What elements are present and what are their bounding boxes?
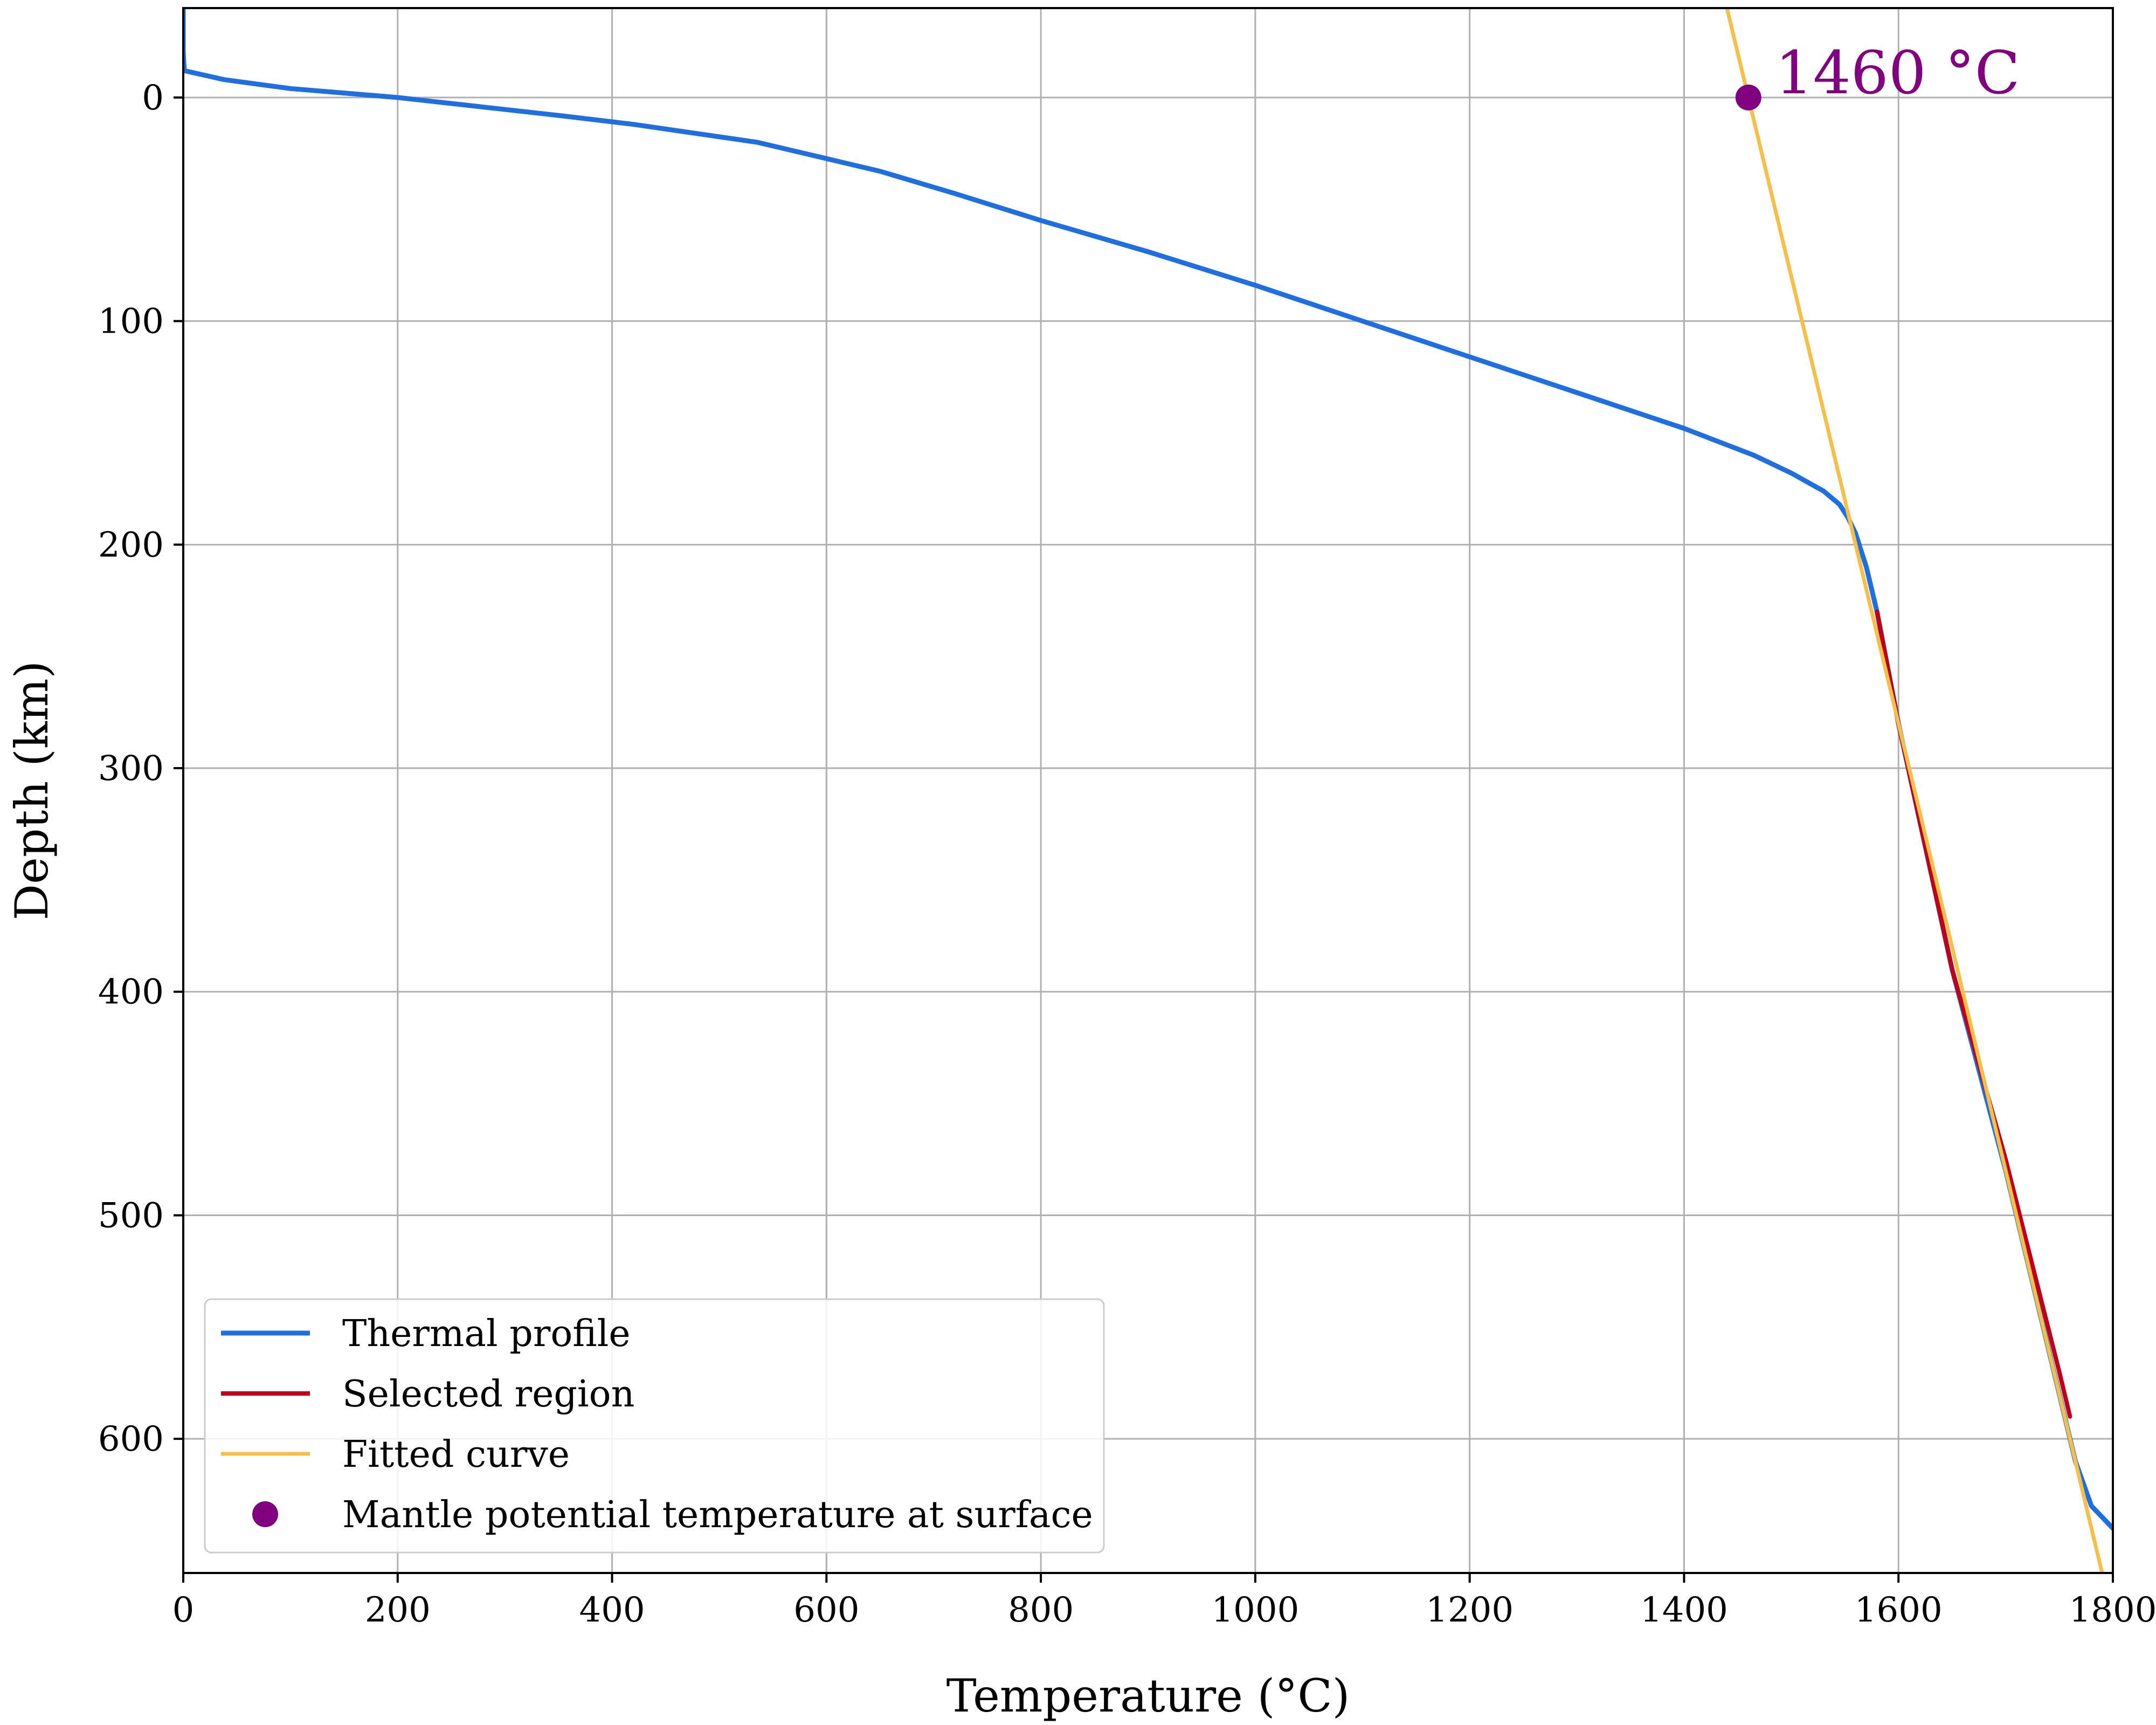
x-tick-label: 400: [579, 1590, 645, 1630]
annotation-label: 1460 °C: [1775, 38, 2020, 107]
x-tick-label: 800: [1008, 1590, 1074, 1630]
x-tick-label: 1800: [2069, 1590, 2156, 1630]
legend-item-selected-region: Selected region: [221, 1373, 634, 1416]
legend-label: Thermal profile: [342, 1313, 631, 1355]
x-tick-label: 200: [365, 1590, 431, 1630]
legend-item-mantle-potential-temperature-at-surface: Mantle potential temperature at surface: [252, 1494, 1093, 1536]
legend-box: [204, 1298, 1105, 1554]
x-tick-label: 600: [793, 1590, 859, 1630]
y-tick-label: 600: [98, 1419, 164, 1459]
legend-label: Selected region: [342, 1373, 634, 1416]
ticks: 0 200 400 600 800 1000 1200 1400 1600 1800 0 100 200…: [98, 78, 2156, 1630]
y-tick-label: 500: [98, 1196, 164, 1236]
plot-frame: [182, 7, 2114, 1574]
y-tick-label: 200: [98, 525, 164, 565]
legend-swatch: [252, 1501, 278, 1527]
y-tick-label: 300: [98, 749, 164, 789]
series-line-fitted-curve: [1725, 8, 2104, 1573]
y-tick-label: 0: [142, 78, 164, 118]
x-tick-label: 1000: [1211, 1590, 1299, 1630]
y-tick-label: 400: [98, 972, 164, 1012]
legend-item-fitted-curve: Fitted curve: [221, 1433, 570, 1476]
y-axis-title: Depth (km): [5, 661, 58, 920]
series-point-mantle-potential-temperature-at-surface: [1735, 84, 1761, 111]
x-axis-title: Temperature (°C): [946, 1669, 1350, 1722]
series-clip: [183, 8, 2113, 1573]
legend-items: Thermal profile Selected region Fitted cur…: [221, 1313, 1093, 1536]
x-tick-label: 0: [172, 1590, 195, 1630]
x-tick-label: 1200: [1426, 1590, 1514, 1630]
legend-item-thermal-profile: Thermal profile: [221, 1313, 631, 1355]
legend-label: Mantle potential temperature at surface: [342, 1494, 1093, 1536]
x-tick-label: 1600: [1855, 1590, 1943, 1630]
y-tick-label: 100: [98, 302, 164, 342]
legend: Thermal profile Selected region Fitted cur…: [204, 1298, 1105, 1554]
annotations: 1460 °C: [1775, 38, 2020, 107]
series-layer: [183, 8, 2113, 1573]
legend-label: Fitted curve: [342, 1433, 570, 1476]
x-tick-label: 1400: [1640, 1590, 1728, 1630]
